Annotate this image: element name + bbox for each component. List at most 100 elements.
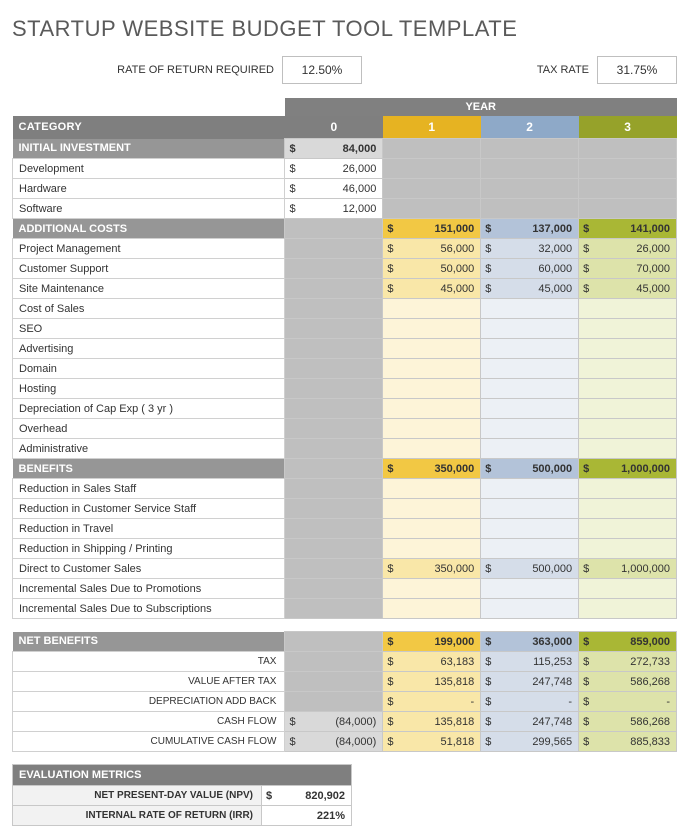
value-cell[interactable] <box>579 319 677 339</box>
value-cell[interactable] <box>579 159 677 179</box>
value-cell[interactable] <box>383 319 481 339</box>
value-cell[interactable] <box>285 259 383 279</box>
value-cell[interactable] <box>481 539 579 559</box>
value-cell[interactable] <box>481 439 579 459</box>
value-cell[interactable] <box>285 519 383 539</box>
value-cell[interactable]: $247,748 <box>481 672 579 692</box>
value-cell[interactable] <box>579 439 677 459</box>
value-cell[interactable] <box>285 439 383 459</box>
value-cell[interactable] <box>285 319 383 339</box>
value-cell[interactable]: $50,000 <box>383 259 481 279</box>
value-cell[interactable]: $(84,000) <box>285 732 383 752</box>
value-cell[interactable]: $26,000 <box>579 239 677 259</box>
value-cell[interactable]: $272,733 <box>579 652 677 672</box>
value-cell[interactable] <box>285 692 383 712</box>
value-cell[interactable] <box>285 672 383 692</box>
value-cell[interactable]: $1,000,000 <box>579 559 677 579</box>
value-cell[interactable] <box>383 399 481 419</box>
value-cell[interactable]: $26,000 <box>285 159 383 179</box>
value-cell[interactable] <box>481 339 579 359</box>
value-cell[interactable]: $63,183 <box>383 652 481 672</box>
value-cell[interactable] <box>383 519 481 539</box>
value-cell[interactable] <box>285 479 383 499</box>
value-cell[interactable] <box>285 379 383 399</box>
value-cell[interactable] <box>579 179 677 199</box>
value-cell[interactable] <box>579 419 677 439</box>
value-cell[interactable] <box>481 379 579 399</box>
value-cell[interactable] <box>481 159 579 179</box>
value-cell[interactable]: $135,818 <box>383 712 481 732</box>
value-cell[interactable] <box>481 479 579 499</box>
value-cell[interactable] <box>579 579 677 599</box>
value-cell[interactable] <box>481 319 579 339</box>
value-cell[interactable] <box>481 599 579 619</box>
value-cell[interactable] <box>579 199 677 219</box>
value-cell[interactable]: $60,000 <box>481 259 579 279</box>
value-cell[interactable] <box>481 399 579 419</box>
value-cell[interactable] <box>579 499 677 519</box>
value-cell[interactable] <box>383 499 481 519</box>
value-cell[interactable] <box>481 359 579 379</box>
value-cell[interactable] <box>285 279 383 299</box>
value-cell[interactable] <box>285 652 383 672</box>
value-cell[interactable] <box>579 399 677 419</box>
value-cell[interactable]: $247,748 <box>481 712 579 732</box>
value-cell[interactable] <box>285 239 383 259</box>
value-cell[interactable]: $299,565 <box>481 732 579 752</box>
value-cell[interactable] <box>285 539 383 559</box>
value-cell[interactable] <box>383 339 481 359</box>
value-cell[interactable] <box>383 299 481 319</box>
rate-value[interactable]: 12.50% <box>282 56 362 84</box>
value-cell[interactable] <box>579 599 677 619</box>
value-cell[interactable] <box>383 419 481 439</box>
value-cell[interactable]: $586,268 <box>579 712 677 732</box>
value-cell[interactable] <box>383 579 481 599</box>
value-cell[interactable]: $- <box>481 692 579 712</box>
value-cell[interactable] <box>383 479 481 499</box>
value-cell[interactable] <box>481 199 579 219</box>
value-cell[interactable] <box>285 499 383 519</box>
value-cell[interactable]: $12,000 <box>285 199 383 219</box>
value-cell[interactable]: $(84,000) <box>285 712 383 732</box>
value-cell[interactable] <box>579 479 677 499</box>
value-cell[interactable] <box>579 519 677 539</box>
value-cell[interactable] <box>383 359 481 379</box>
value-cell[interactable] <box>579 539 677 559</box>
value-cell[interactable] <box>383 599 481 619</box>
value-cell[interactable] <box>579 339 677 359</box>
value-cell[interactable] <box>383 379 481 399</box>
value-cell[interactable] <box>579 379 677 399</box>
value-cell[interactable]: $- <box>579 692 677 712</box>
value-cell[interactable]: $32,000 <box>481 239 579 259</box>
value-cell[interactable] <box>383 179 481 199</box>
value-cell[interactable] <box>383 199 481 219</box>
value-cell[interactable] <box>285 579 383 599</box>
value-cell[interactable]: $- <box>383 692 481 712</box>
value-cell[interactable] <box>579 359 677 379</box>
value-cell[interactable] <box>285 299 383 319</box>
value-cell[interactable]: $45,000 <box>481 279 579 299</box>
value-cell[interactable]: $45,000 <box>579 279 677 299</box>
value-cell[interactable] <box>285 599 383 619</box>
value-cell[interactable]: $51,818 <box>383 732 481 752</box>
value-cell[interactable] <box>383 439 481 459</box>
value-cell[interactable] <box>285 359 383 379</box>
value-cell[interactable] <box>383 159 481 179</box>
value-cell[interactable] <box>481 499 579 519</box>
value-cell[interactable] <box>481 579 579 599</box>
value-cell[interactable] <box>481 299 579 319</box>
value-cell[interactable]: $56,000 <box>383 239 481 259</box>
value-cell[interactable] <box>481 179 579 199</box>
value-cell[interactable]: $885,833 <box>579 732 677 752</box>
value-cell[interactable] <box>285 559 383 579</box>
value-cell[interactable] <box>579 299 677 319</box>
value-cell[interactable]: $70,000 <box>579 259 677 279</box>
tax-value[interactable]: 31.75% <box>597 56 677 84</box>
value-cell[interactable]: $46,000 <box>285 179 383 199</box>
value-cell[interactable]: $135,818 <box>383 672 481 692</box>
value-cell[interactable]: $45,000 <box>383 279 481 299</box>
value-cell[interactable]: $350,000 <box>383 559 481 579</box>
value-cell[interactable] <box>285 399 383 419</box>
value-cell[interactable]: $115,253 <box>481 652 579 672</box>
value-cell[interactable] <box>285 339 383 359</box>
